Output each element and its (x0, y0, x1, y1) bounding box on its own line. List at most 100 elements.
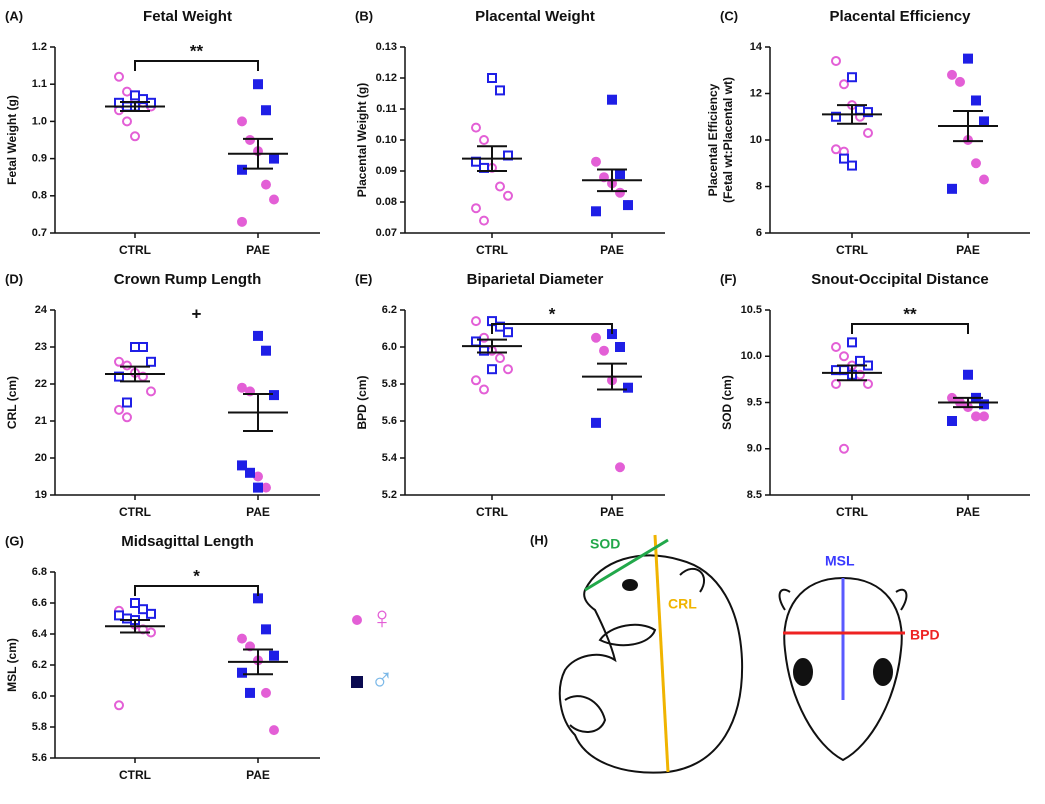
data-point (831, 111, 841, 122)
panel-label: (H) (530, 532, 548, 547)
data-point (245, 687, 255, 698)
legend: ♀♂ (351, 599, 394, 697)
data-point (130, 598, 140, 608)
x-tick-label: CTRL (836, 505, 868, 519)
data-point (855, 104, 865, 115)
y-tick-label: 1.1 (32, 78, 47, 90)
y-tick-label: 0.11 (376, 103, 397, 115)
data-point (487, 73, 497, 83)
data-point (839, 351, 849, 362)
data-point (495, 321, 505, 332)
y-tick-label: 10.0 (741, 350, 762, 362)
data-point (971, 158, 981, 169)
data-point (503, 190, 513, 201)
significance-label: * (193, 566, 200, 585)
data-point (839, 79, 849, 90)
bpd-label: BPD (910, 627, 940, 643)
data-point (261, 345, 271, 356)
y-tick-label: 5.8 (382, 378, 397, 390)
head-ear (778, 588, 791, 611)
panel-label: (F) (720, 271, 737, 286)
panel-label: (E) (355, 271, 372, 286)
y-tick-label: 6.0 (382, 341, 397, 353)
data-point (130, 342, 140, 352)
data-point (503, 364, 513, 375)
y-tick-label: 24 (35, 304, 48, 316)
y-tick-label: 5.4 (382, 452, 398, 464)
legend-marker (351, 676, 363, 688)
data-point (122, 412, 132, 423)
head-eye (873, 658, 893, 686)
y-tick-label: 9.0 (747, 443, 762, 455)
data-point (114, 356, 124, 367)
data-point (237, 382, 247, 393)
x-tick-label: CTRL (119, 243, 151, 257)
data-point (963, 369, 973, 380)
data-point (479, 215, 489, 226)
data-point (261, 687, 271, 698)
x-tick-label: PAE (246, 768, 270, 782)
significance-label: ** (903, 304, 917, 323)
data-point (591, 206, 601, 217)
data-point (114, 404, 124, 415)
x-tick-label: CTRL (119, 768, 151, 782)
data-point (863, 379, 873, 389)
chart-panel: (F) Snout-Occipital Distance SOD (cm) 8.5 9.… (720, 271, 1030, 519)
fetus-outline (558, 554, 744, 774)
chart-panel: (C) Placental Efficiency Placental Efficie… (706, 8, 1030, 257)
data-point (130, 90, 140, 101)
y-axis-label: SOD (cm) (720, 375, 734, 430)
data-point (599, 345, 609, 356)
y-tick-label: 0.10 (376, 134, 397, 146)
y-tick-label: 8 (756, 180, 762, 192)
data-point (623, 200, 633, 211)
panel-label: (D) (5, 271, 23, 286)
data-point (237, 164, 247, 175)
data-point (863, 128, 873, 139)
data-point (138, 604, 148, 615)
data-point (979, 411, 989, 422)
data-point (237, 216, 247, 227)
y-tick-label: 6.2 (32, 659, 47, 671)
y-tick-label: 0.08 (376, 196, 397, 208)
data-point (615, 187, 625, 198)
msl-label: MSL (825, 553, 855, 569)
fetus-ear (679, 567, 706, 593)
data-point (130, 131, 140, 142)
y-axis-label: BPD (cm) (355, 375, 369, 429)
data-point (847, 72, 857, 83)
data-point (971, 95, 981, 106)
data-point (855, 355, 865, 366)
y-tick-label: 1.2 (32, 41, 47, 53)
data-point (831, 55, 841, 66)
data-point (615, 342, 625, 352)
data-point (623, 382, 633, 393)
y-tick-label: 0.7 (32, 227, 47, 239)
y-tick-label: 9.5 (747, 396, 762, 408)
data-point (591, 332, 601, 343)
chart-panel: (D) Crown Rump Length CRL (cm) 19 20 21 22 23 24… (5, 271, 320, 519)
head-eye (793, 658, 813, 686)
chart-title: Placental Weight (475, 8, 595, 25)
y-tick-label: 14 (750, 41, 763, 53)
head-ear (895, 588, 908, 611)
data-point (122, 86, 132, 97)
y-tick-label: 6.2 (382, 304, 397, 316)
data-point (245, 135, 255, 145)
y-tick-label: 1.0 (32, 115, 47, 127)
data-point (471, 316, 481, 327)
chart-title: Placental Efficiency (830, 8, 972, 25)
data-point (114, 700, 124, 711)
data-point (253, 482, 263, 493)
data-point (963, 53, 973, 64)
y-tick-label: 19 (35, 489, 47, 501)
data-point (591, 156, 601, 167)
fetus-eye (622, 579, 638, 591)
y-tick-label: 5.6 (32, 752, 47, 764)
data-point (269, 725, 279, 736)
x-tick-label: PAE (600, 243, 624, 257)
crl-label: CRL (668, 596, 697, 612)
data-point (114, 610, 124, 621)
y-tick-label: 10 (750, 134, 762, 146)
significance-label: * (549, 304, 556, 323)
